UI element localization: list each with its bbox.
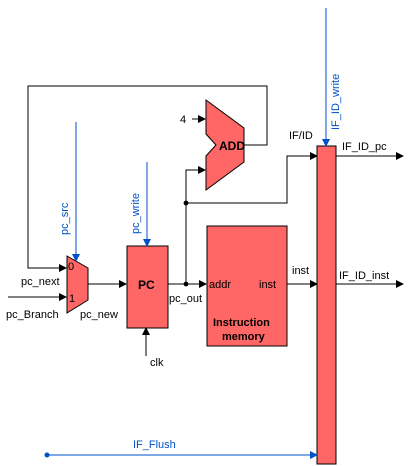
wire-pc-out-to-adder xyxy=(185,166,206,284)
mux-input-0-label: 0 xyxy=(68,261,74,273)
junction-dot-ifid-branch xyxy=(183,200,189,206)
inst-wire-label: inst xyxy=(292,265,309,277)
pc-src-label: pc_src xyxy=(59,202,71,235)
adder-label: ADD xyxy=(219,139,245,153)
if-id-title-label: IF/ID xyxy=(289,130,313,142)
if-id-pc-label: IF_ID_pc xyxy=(342,141,387,153)
pc-branch-label: pc_Branch xyxy=(6,309,59,321)
adder-unit xyxy=(205,99,245,191)
if-flush-label: IF_Flush xyxy=(133,439,176,451)
mux-input-1-label: 1 xyxy=(69,293,75,305)
pc-new-label: pc_new xyxy=(80,309,118,321)
pc-src-mux xyxy=(66,255,89,314)
if-id-register xyxy=(316,145,337,465)
imem-title-line2: memory xyxy=(222,331,266,343)
if-id-inst-label: IF_ID_inst xyxy=(339,270,389,282)
clk-label: clk xyxy=(150,357,164,369)
pc-register-label: PC xyxy=(138,278,155,292)
wire-pc-plus-4-loop xyxy=(27,85,268,272)
imem-addr-label: addr xyxy=(209,279,231,291)
pc-out-label: pc_out xyxy=(169,293,202,305)
pc-write-label: pc_write xyxy=(130,193,142,234)
if-flush-source-dot xyxy=(44,452,50,458)
instruction-memory xyxy=(206,225,288,347)
const-4-label: 4 xyxy=(180,114,186,126)
if-id-write-label: IF_ID_write xyxy=(330,74,342,130)
pc-next-label: pc_next xyxy=(21,276,60,288)
imem-title-line1: Instruction xyxy=(213,317,270,329)
wire-pc-out-to-ifid xyxy=(186,152,318,204)
imem-inst-label: inst xyxy=(259,279,276,291)
junction-dot-pc-out xyxy=(183,281,189,287)
